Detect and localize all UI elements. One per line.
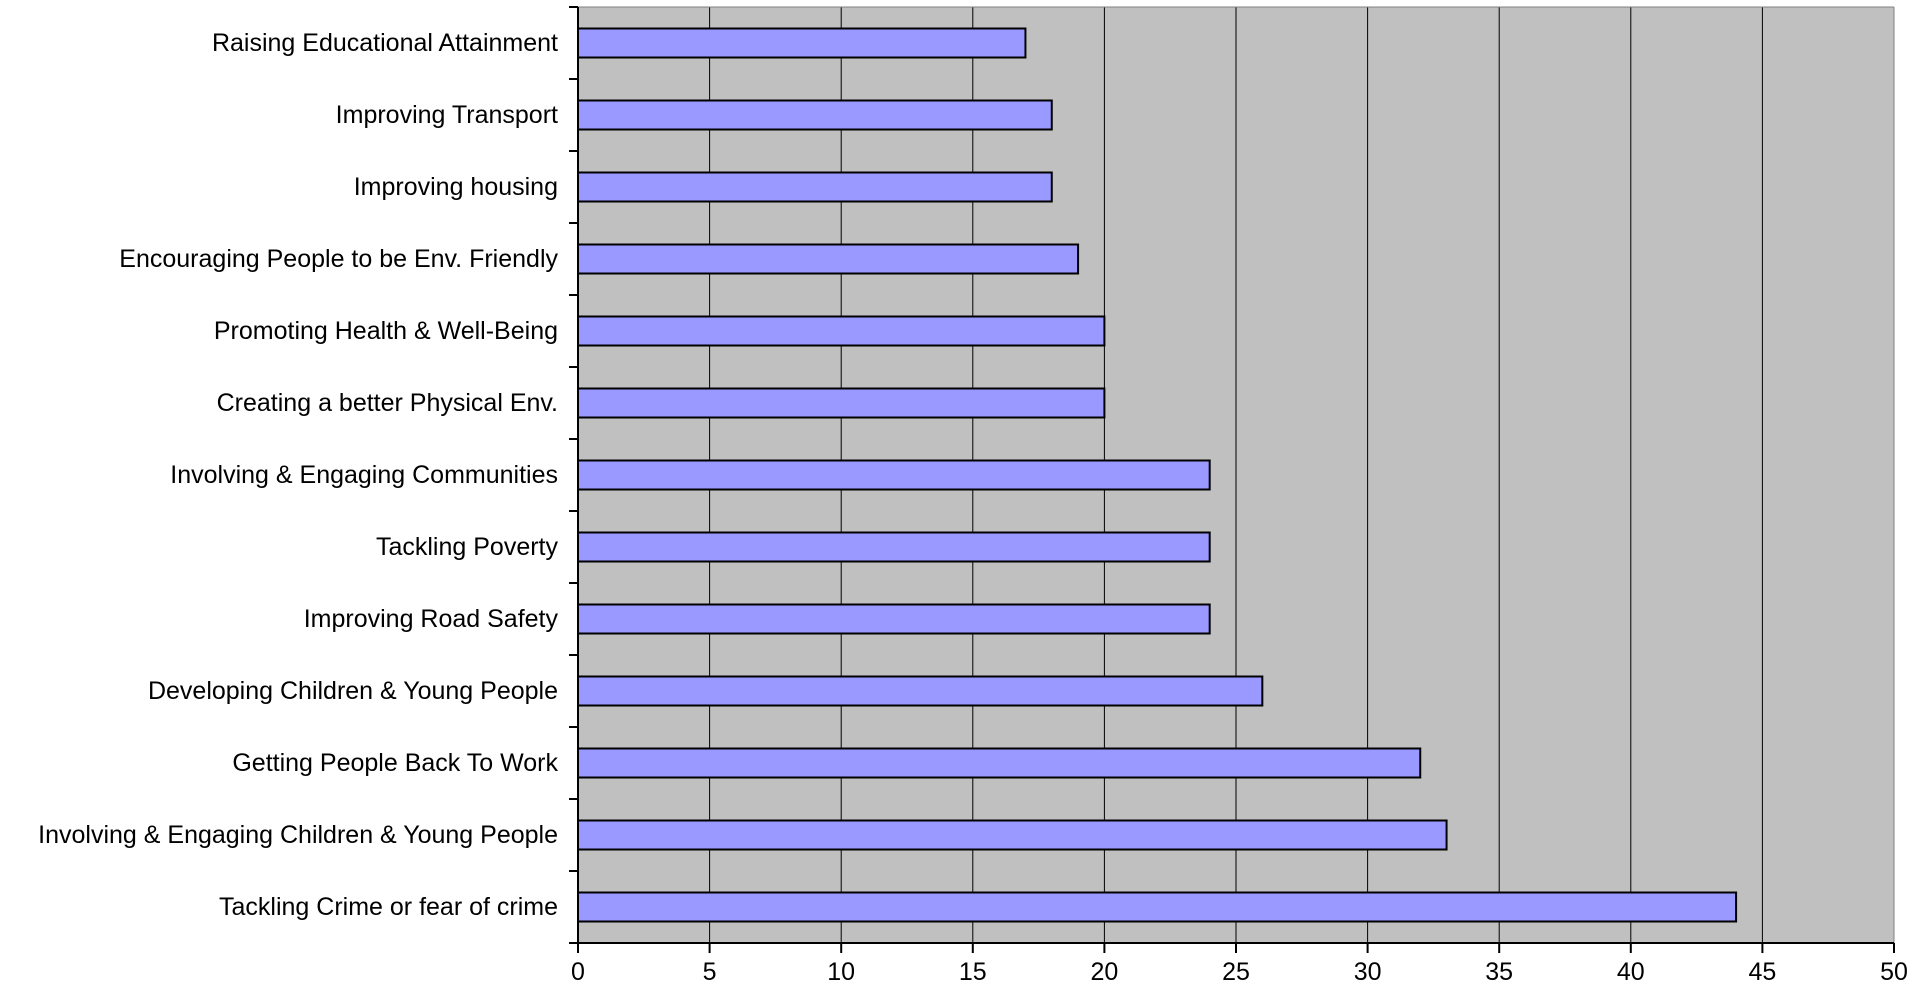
x-tick-label: 10 (827, 958, 855, 986)
category-label: Involving & Engaging Children & Young Pe… (38, 821, 558, 849)
bar (577, 603, 1211, 635)
bar (577, 531, 1211, 563)
category-label: Tackling Crime or fear of crime (219, 893, 558, 921)
bar (577, 891, 1738, 923)
category-labels: Raising Educational Attainment Improving … (38, 29, 558, 921)
bar (577, 675, 1264, 707)
category-label: Tackling Poverty (376, 533, 559, 561)
x-tick-label: 40 (1617, 958, 1645, 986)
x-tick-label: 20 (1090, 958, 1118, 986)
x-tick-label: 15 (959, 958, 987, 986)
bar (577, 99, 1053, 131)
x-tick-label: 35 (1485, 958, 1513, 986)
category-label: Improving Road Safety (304, 605, 559, 633)
category-label: Improving Transport (336, 101, 558, 129)
bar (577, 315, 1106, 347)
x-tick-label: 0 (571, 958, 585, 986)
bar (577, 819, 1448, 851)
bar (577, 171, 1053, 203)
category-label: Creating a better Physical Env. (217, 389, 558, 417)
x-tick-label: 45 (1748, 958, 1776, 986)
x-tick-label: 50 (1880, 958, 1908, 986)
bars (577, 27, 1738, 923)
bar (577, 243, 1080, 275)
category-label: Raising Educational Attainment (212, 29, 558, 57)
bar (577, 387, 1106, 419)
x-tick-label: 25 (1222, 958, 1250, 986)
bar (577, 459, 1211, 491)
bar (577, 27, 1027, 59)
bar (577, 747, 1422, 779)
category-label: Encouraging People to be Env. Friendly (119, 245, 558, 273)
category-label: Developing Children & Young People (148, 677, 558, 705)
category-label: Involving & Engaging Communities (170, 461, 558, 489)
x-tick-label: 5 (703, 958, 717, 986)
category-label: Getting People Back To Work (232, 749, 558, 777)
x-tick-label: 30 (1354, 958, 1382, 986)
category-label: Improving housing (354, 173, 558, 201)
category-label: Promoting Health & Well-Being (214, 317, 558, 345)
axes (569, 6, 1895, 953)
x-tick-labels: 0 5 10 15 20 25 30 35 40 45 50 (571, 958, 1908, 986)
